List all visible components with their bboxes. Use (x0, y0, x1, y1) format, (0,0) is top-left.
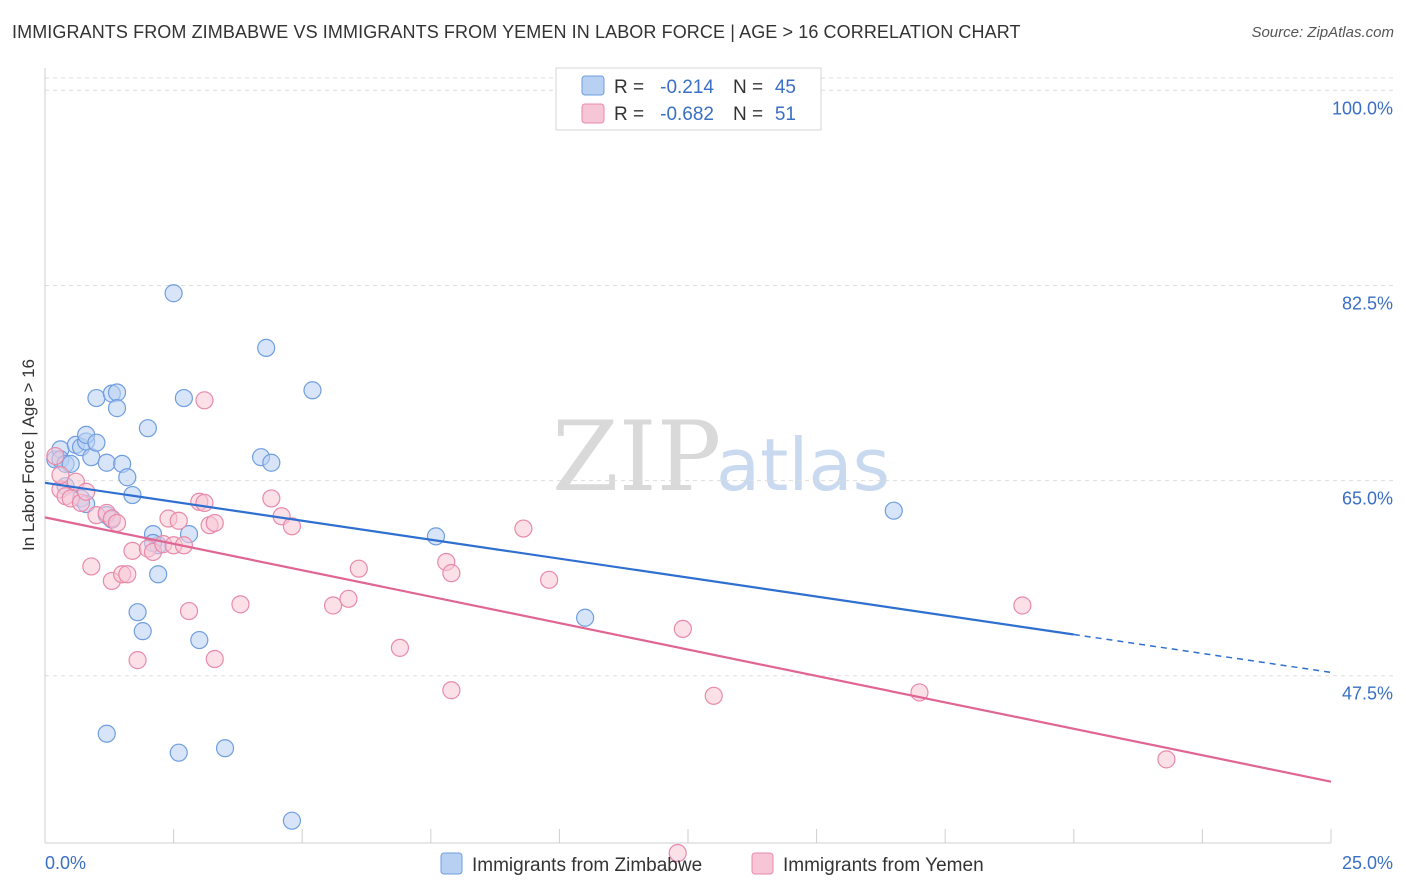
bottom-legend-swatch-zimbabwe (440, 852, 463, 875)
bottom-legend-label-yemen: Immigrants from Yemen (783, 855, 984, 876)
point-series1-6 (77, 482, 96, 501)
point-series1-36 (339, 589, 358, 608)
legend-swatch-yemen (581, 103, 605, 124)
y-tick-label-0: 47.5% (1342, 684, 1393, 704)
point-series0-35 (97, 724, 116, 743)
point-series0-13 (87, 388, 106, 408)
point-series1-14 (118, 565, 137, 584)
point-series1-26 (195, 493, 214, 512)
legend-n-label-1: N = (733, 104, 763, 125)
point-series1-16 (128, 651, 147, 670)
point-series0-41 (282, 811, 302, 830)
point-series1-31 (231, 595, 250, 614)
point-series1-24 (179, 601, 199, 621)
point-series0-37 (215, 739, 235, 758)
point-series0-24 (128, 603, 147, 622)
point-series0-15 (87, 433, 106, 452)
point-series1-29 (205, 513, 224, 533)
point-series1-0 (46, 446, 65, 466)
point-series0-34 (190, 630, 209, 650)
point-series1-49 (1157, 750, 1176, 769)
point-series1-43 (540, 570, 559, 589)
point-series1-30 (205, 649, 224, 669)
point-series1-45 (673, 619, 692, 638)
point-series0-31 (164, 284, 183, 303)
point-series1-50 (51, 465, 70, 485)
y-tick-label-1: 65.0% (1342, 489, 1393, 509)
bottom-legend-label-zimbabwe: Immigrants from Zimbabwe (472, 855, 702, 876)
point-series0-26 (138, 419, 157, 438)
bottom-legend: Immigrants from Zimbabwe Immigrants from… (440, 852, 984, 876)
point-series0-14 (97, 453, 116, 472)
chart-title: IMMIGRANTS FROM ZIMBABWE VS IMMIGRANTS F… (12, 22, 1021, 42)
point-series1-44 (668, 843, 687, 863)
point-series1-34 (282, 517, 302, 536)
y-tick-label-2: 82.5% (1342, 293, 1393, 313)
bottom-legend-swatch-yemen (751, 852, 774, 875)
point-series1-40 (442, 681, 461, 700)
trend-line-zimbabwe (44, 481, 1074, 636)
legend-r-label-1: R = (614, 104, 644, 125)
point-series1-12 (107, 513, 127, 533)
legend-n-value-1: 51 (775, 104, 796, 125)
y-tick-labels: 47.5% 65.0% 82.5% 100.0% (1332, 98, 1393, 703)
point-series1-32 (262, 489, 281, 508)
y-axis-label: In Labor Force | Age > 16 (19, 359, 38, 551)
trend-lines (44, 481, 1332, 783)
legend: R = -0.214 N = 45 R = -0.682 N = 51 (555, 67, 822, 131)
point-series0-44 (576, 608, 595, 627)
point-series0-42 (303, 381, 322, 400)
x-tick-label-0: 0.0% (45, 853, 86, 873)
point-series1-15 (123, 541, 142, 560)
data-points (46, 284, 1176, 863)
point-series1-48 (1013, 596, 1032, 615)
point-series1-41 (442, 564, 461, 583)
point-series1-22 (169, 511, 188, 530)
point-series0-32 (174, 388, 193, 408)
point-series0-27 (149, 565, 168, 584)
trend-line-zimbabwe-extension (1073, 633, 1332, 674)
y-tick-label-3: 100.0% (1332, 98, 1393, 118)
legend-r-value-1: -0.682 (660, 104, 714, 125)
legend-r-label-0: R = (614, 77, 644, 98)
point-series1-7 (82, 557, 101, 576)
legend-n-value-0: 45 (775, 77, 796, 98)
point-series0-20 (118, 468, 137, 487)
point-series1-38 (390, 638, 410, 657)
point-series0-36 (169, 743, 188, 762)
x-tick-labels: 0.0% 25.0% (45, 853, 1393, 873)
point-series0-38 (257, 338, 276, 357)
point-series0-25 (133, 622, 152, 641)
grid-lines (45, 77, 1393, 677)
point-series1-37 (349, 559, 368, 578)
point-series1-27 (195, 391, 214, 410)
chart-source: Source: ZipAtlas.com (1251, 24, 1394, 41)
legend-r-value-0: -0.214 (660, 77, 714, 98)
x-tick-label-1: 25.0% (1342, 853, 1393, 873)
point-series0-40 (262, 453, 281, 472)
point-series0-4 (61, 454, 80, 473)
point-series1-42 (514, 519, 533, 538)
point-series1-46 (704, 686, 723, 705)
watermark-atlas: atlas (716, 423, 890, 507)
legend-swatch-zimbabwe (581, 75, 605, 96)
watermark-zip: ZIP (552, 401, 721, 513)
x-tick-marks (173, 829, 1332, 843)
legend-n-label-0: N = (733, 77, 763, 98)
point-series0-17 (107, 383, 127, 402)
point-series0-18 (107, 399, 127, 418)
point-series0-45 (884, 501, 903, 520)
point-series1-35 (323, 596, 343, 615)
watermark: ZIP atlas (552, 401, 890, 513)
trend-line-yemen (44, 516, 1332, 783)
